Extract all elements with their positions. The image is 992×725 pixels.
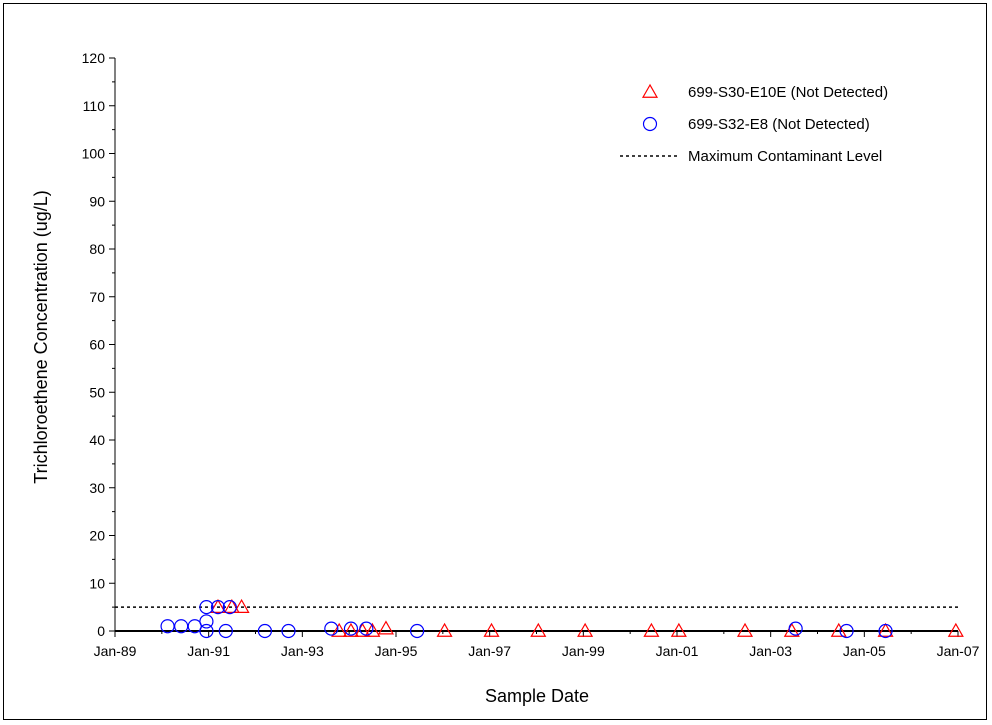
data-point-circle [788, 621, 803, 636]
y-tick-label: 50 [89, 384, 105, 400]
x-tick-label: Jan-99 [562, 643, 605, 659]
data-point-circle [199, 623, 214, 639]
plot-area: 0 10 20 30 40 50 60 70 80 90 100 110 120 Jan-89 Jan-91… [82, 50, 980, 659]
y-tick-label: 70 [89, 289, 105, 305]
data-point-triangle [342, 622, 359, 637]
data-point-triangle [209, 598, 227, 613]
legend-marker [642, 116, 658, 132]
data-point-triangle [577, 622, 594, 637]
data-point-circle [343, 621, 359, 636]
x-tick-label: Jan-01 [656, 643, 699, 659]
data-point-circle [199, 600, 214, 615]
x-axis-title: Sample Date [485, 686, 589, 706]
data-point-triangle [331, 622, 348, 637]
y-tick-label: 100 [82, 146, 106, 162]
x-tick-label: Jan-97 [468, 643, 511, 659]
data-point-circle [878, 623, 893, 639]
y-tick-label: 60 [89, 337, 105, 353]
legend-label: Maximum Contaminant Level [688, 148, 882, 165]
x-tick-label: Jan-93 [281, 643, 324, 659]
legend: 699-S30-E10E (Not Detected) 699-S32-E8 (N… [620, 83, 888, 165]
data-point-circle [199, 614, 214, 629]
data-point-circle [210, 600, 226, 615]
data-point-circle [839, 623, 854, 639]
data-point-triangle [483, 622, 500, 637]
data-point-triangle [670, 622, 687, 637]
data-point-triangle [830, 622, 847, 637]
chart-frame [3, 3, 987, 720]
x-tick-label: Jan-07 [937, 643, 980, 659]
data-point-triangle [877, 622, 894, 637]
data-point-circle [257, 623, 273, 639]
x-tick-label: Jan-05 [843, 643, 886, 659]
y-tick-label: 30 [89, 480, 105, 496]
y-tick-label: 40 [89, 432, 105, 448]
y-tick-label: 10 [89, 575, 105, 591]
legend-label: 699-S32-E8 (Not Detected) [688, 116, 870, 133]
data-point-circle [222, 600, 237, 615]
x-tick-label: Jan-91 [187, 643, 230, 659]
data-point-circle [218, 623, 233, 639]
y-tick-label: 20 [89, 528, 105, 544]
x-tick-label: Jan-03 [749, 643, 792, 659]
data-point-triangle [436, 622, 453, 637]
y-tick-label: 120 [82, 50, 106, 66]
legend-marker [641, 83, 659, 98]
y-tick-label: 110 [83, 98, 106, 114]
data-point-circle [410, 623, 425, 639]
data-point-circle [359, 621, 374, 636]
data-point-triangle [736, 622, 754, 637]
x-tick-label: Jan-95 [375, 643, 418, 659]
data-point-circle [281, 623, 296, 639]
y-tick-label: 80 [89, 241, 105, 257]
data-point-triangle [643, 622, 660, 637]
data-point-triangle [783, 622, 800, 637]
data-point-triangle [377, 620, 394, 635]
data-point-circle [324, 621, 339, 636]
data-point-triangle [364, 622, 381, 637]
y-axis-title: Trichloroethene Concentration (ug/L) [31, 190, 51, 484]
data-point-triangle [947, 622, 964, 637]
data-point-triangle [233, 598, 250, 613]
x-tick-label: Jan-89 [94, 643, 137, 659]
data-point-triangle [223, 598, 240, 613]
data-point-triangle [354, 622, 371, 637]
y-tick-label: 0 [97, 623, 105, 639]
legend-label: 699-S30-E10E (Not Detected) [688, 84, 888, 101]
y-tick-label: 90 [89, 193, 105, 209]
data-point-triangle [530, 622, 547, 637]
